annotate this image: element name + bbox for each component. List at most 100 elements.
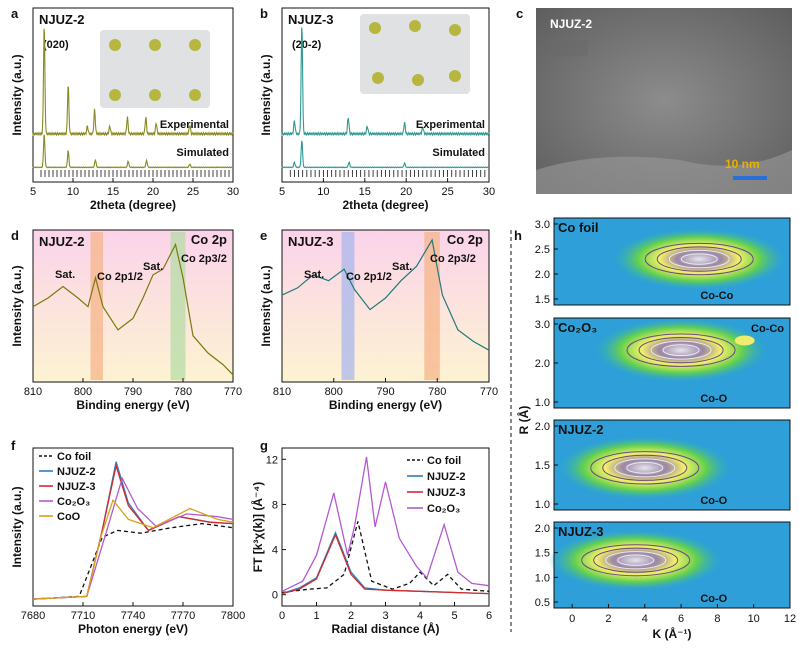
heatmap-ytick-label: 2.0 [535,421,550,433]
tem-texture [548,40,588,56]
panel-a-xtick-label: 5 [30,186,36,198]
panel-d-xtick-label: 800 [74,386,92,398]
heatmap-contour [605,551,667,570]
panel-f-legend-label: NJUZ-3 [57,481,96,493]
heatmap-0: Co foil Co-Co 3.0 2.5 2.0 1.5 [535,217,791,306]
panel-h-xtick-label: 12 [784,613,796,625]
heatmap-name: Co₂O₃ [558,320,597,335]
panel-e-ylabel: Intensity (a.u.) [259,265,273,346]
heatmap-1: Co-Co Co₂O₃ Co-O 3.0 2.0 1.0 [535,317,791,409]
tem-scale-bar [733,176,767,180]
panel-f-xtick-label: 7710 [71,610,95,622]
panel-a-xtick-label: 25 [187,186,199,198]
panel-g-legend-label: Co₂O₃ [427,503,460,515]
panel-g-xtick-label: 0 [279,610,285,622]
heatmap-secondary-peak [734,335,755,346]
panel-b-xlabel: 2theta (degree) [342,198,428,212]
panel-g-line-0 [281,521,490,594]
heatmap-ytick-label: 1.5 [535,460,550,472]
panel-b-sample: NJUZ-3 [288,12,334,27]
heatmap-ytick-label: 1.5 [535,548,550,560]
panel-g-line-3 [281,456,490,592]
structure-njuz-2 [100,30,210,108]
panel-e-xtick-label: 800 [325,386,343,398]
panel-a-simulated-line [32,134,234,169]
panel-d-background [33,230,233,382]
panel-b-xtick-label: 20 [400,186,412,198]
panel-a-xlabel: 2theta (degree) [90,198,176,212]
panel-f-legend-label: Co foil [57,451,91,463]
structure-njuz-3 [360,14,470,94]
heatmap-contour [581,544,691,577]
heatmap-contour [590,451,700,485]
panel-a-experimental-line [32,28,234,137]
panel-b-simulated-line [281,140,490,169]
panel-d-spectrum [32,242,234,376]
panel-d-xtick-label: 810 [24,386,42,398]
heatmap-bond: Co-Co [700,290,733,302]
panel-g-ytick-label: 12 [266,454,278,466]
panel-h-xtick-label: 4 [642,613,648,625]
panel-f: f Intensity (a.u.) 7680 7710 7740 7770 7800 Pho… [10,438,245,636]
heatmap-bond: Co-O [700,495,727,507]
panel-g-xtick-label: 6 [486,610,492,622]
panel-b-xtick-label: 15 [359,186,371,198]
heatmap-glow [547,529,724,592]
heatmap-name: NJUZ-2 [558,422,604,437]
panel-b-peak-label: (20-2) [292,39,322,51]
panel-h-xtick-label: 0 [569,613,575,625]
heatmap-bond: Co-O [700,593,727,605]
panel-e-edge: Co 2p [447,232,483,247]
panel-g-legend-label: NJUZ-3 [427,487,466,499]
panel-e-background [282,230,489,382]
panel-b-experimental-label: Experimental [416,119,485,131]
panel-a-xtick-label: 30 [227,186,239,198]
panel-g-ytick-label: 8 [272,499,278,511]
panel-e-sat1: Sat. [304,269,324,281]
panel-b-ylabel: Intensity (a.u.) [259,54,273,135]
panel-f-line-0 [32,522,234,600]
heatmap-contour [662,344,700,357]
heatmap-contour [638,337,724,364]
heatmap-ytick-label: 0.5 [535,597,550,609]
heatmap-ytick-label: 3.0 [535,219,550,231]
panel-e-xtick-label: 810 [273,386,291,398]
panel-e-xtick-label: 790 [376,386,394,398]
panel-d-band [90,232,103,380]
heatmap-ytick-label: 3.0 [535,319,550,331]
panel-a-xtick-label: 10 [67,186,79,198]
panel-e-co2p32: Co 2p3/2 [430,253,476,265]
panel-b-xtick-label: 25 [441,186,453,198]
heatmap-ytick-label: 1.5 [535,294,550,306]
heatmap-contour [614,458,676,478]
panel-e-xtick-label: 770 [480,386,498,398]
panel-f-xlabel: Photon energy (eV) [78,622,188,636]
heatmap-glow [611,227,788,291]
panel-e-xtick-label: 780 [428,386,446,398]
panel-f-xtick-label: 7770 [171,610,195,622]
heatmap-ytick-label: 1.0 [535,397,550,409]
panel-d: d NJUZ-2 Co 2p Intensity (a.u.) 810 800 790 780… [10,228,242,412]
panel-d-xlabel: Binding energy (eV) [76,398,189,412]
panel-e-xlabel: Binding energy (eV) [329,398,442,412]
panel-g-ylabel: FT [k³χ(k)] (Å⁻⁴) [250,482,265,573]
panel-g-line-1 [281,530,490,595]
heatmap-ytick-label: 1.0 [535,572,550,584]
panel-h-xtick-label: 8 [714,613,720,625]
panel-b-xtick-label: 30 [483,186,495,198]
heatmap-bond: Co-O [700,393,727,405]
heatmap-ytick-label: 2.0 [535,269,550,281]
heatmap-2: NJUZ-2 Co-O 2.0 1.5 1.0 [535,419,791,511]
panel-e-sample: NJUZ-3 [288,234,334,249]
heatmap-contour [626,333,736,367]
panel-d-xtick-label: 770 [224,386,242,398]
tem-edge [536,150,792,194]
panel-b-simulated-label: Simulated [432,147,485,159]
panel-e-band [341,232,355,380]
heatmap-contour [680,253,718,265]
panel-c-letter: c [516,6,523,21]
heatmap-contour [593,547,679,573]
panel-d-co2p12: Co 2p1/2 [97,271,143,283]
